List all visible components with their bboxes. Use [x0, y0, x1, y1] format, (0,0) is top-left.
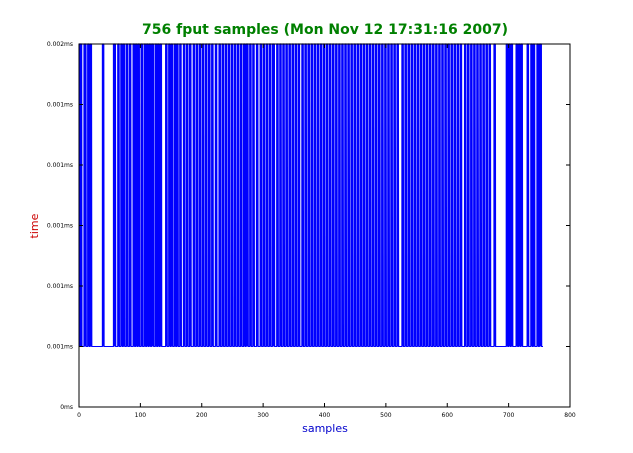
x-tick-label: 700 — [503, 412, 515, 419]
y-tick-label: 0ms — [60, 404, 73, 411]
y-tick-label: 0.001ms — [47, 162, 73, 169]
y-tick-label: 0.002ms — [47, 41, 73, 48]
x-axis-label: samples — [302, 422, 348, 435]
x-tick-label: 400 — [319, 412, 331, 419]
x-tick-label: 0 — [77, 412, 81, 419]
y-axis: 0ms 0.001ms 0.001ms 0.001ms 0.001ms 0.001ms 0.… — [47, 41, 570, 411]
y-axis-label: time — [28, 213, 41, 238]
plot-frame — [78, 43, 571, 408]
y-tick-label: 0.001ms — [47, 283, 73, 290]
x-tick-label: 800 — [564, 412, 576, 419]
plot-area — [78, 43, 543, 347]
chart-title: 756 fput samples (Mon Nov 12 17:31:16 20… — [142, 22, 508, 38]
x-tick-label: 300 — [257, 412, 269, 419]
y-tick-label: 0.001ms — [47, 344, 73, 351]
x-tick-label: 500 — [380, 412, 392, 419]
x-axis: 0 100 200 300 400 500 600 700 800 — [77, 44, 576, 419]
x-tick-label: 200 — [196, 412, 208, 419]
series-line — [78, 43, 543, 347]
y-tick-label: 0.001ms — [47, 102, 73, 109]
x-tick-label: 100 — [135, 412, 147, 419]
y-tick-label: 0.001ms — [47, 223, 73, 230]
x-tick-label: 600 — [442, 412, 454, 419]
